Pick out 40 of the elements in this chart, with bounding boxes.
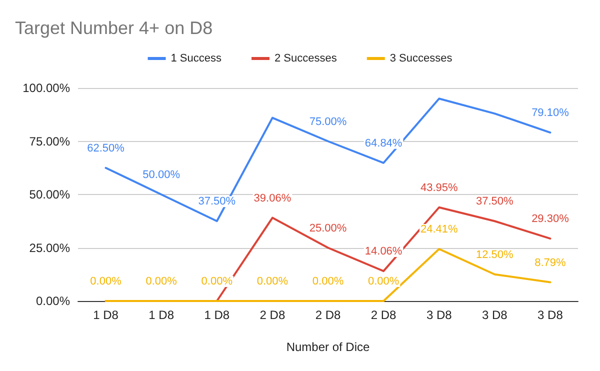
data-label: 50.00% bbox=[142, 169, 180, 181]
legend-label: 1 Success bbox=[170, 52, 222, 64]
x-tick-label: 1 D8 bbox=[148, 308, 174, 322]
data-label: 37.50% bbox=[476, 196, 514, 208]
data-label: 12.50% bbox=[476, 248, 514, 261]
x-tick-label: 3 D8 bbox=[538, 308, 564, 322]
data-label: 29.30% bbox=[532, 213, 570, 226]
legend-label: 2 Successes bbox=[274, 52, 338, 64]
x-tick-label: 2 D8 bbox=[315, 308, 341, 322]
x-tick-label: 2 D8 bbox=[260, 308, 286, 322]
data-label: 0.00% bbox=[256, 276, 288, 288]
y-tick-label: 100.00% bbox=[22, 81, 70, 95]
data-label: 0.00% bbox=[312, 276, 344, 288]
y-tick-label: 50.00% bbox=[29, 188, 70, 202]
data-label: 39.06% bbox=[254, 192, 292, 204]
data-label: 24.41% bbox=[420, 224, 458, 236]
x-axis-title: Number of Dice bbox=[286, 340, 370, 354]
data-label: 37.50% bbox=[198, 196, 236, 208]
x-tick-label: 1 D8 bbox=[93, 308, 119, 322]
data-label: 0.00% bbox=[201, 276, 233, 288]
data-label: 43.95% bbox=[420, 182, 458, 194]
data-label: 0.00% bbox=[90, 276, 122, 288]
data-label: 14.06% bbox=[364, 246, 402, 258]
x-tick-label: 1 D8 bbox=[204, 308, 230, 322]
data-label: 0.00% bbox=[146, 276, 178, 288]
y-tick-label: 25.00% bbox=[29, 240, 70, 255]
data-label: 8.79% bbox=[534, 256, 566, 269]
y-tick-label: 75.00% bbox=[29, 134, 70, 148]
x-tick-label: 3 D8 bbox=[426, 308, 452, 322]
data-label: 75.00% bbox=[309, 116, 347, 128]
data-label: 79.10% bbox=[532, 107, 570, 120]
data-label: 64.84% bbox=[364, 137, 402, 150]
legend-label: 3 Successes bbox=[390, 52, 453, 64]
x-tick-label: 3 D8 bbox=[482, 308, 508, 322]
chart-title: Target Number 4+ on D8 bbox=[15, 18, 213, 38]
data-label: 62.50% bbox=[87, 142, 125, 154]
x-tick-label: 2 D8 bbox=[370, 308, 397, 322]
y-tick-label: 0.00% bbox=[36, 294, 70, 308]
data-label: 25.00% bbox=[309, 222, 347, 234]
data-label: 0.00% bbox=[368, 276, 400, 288]
